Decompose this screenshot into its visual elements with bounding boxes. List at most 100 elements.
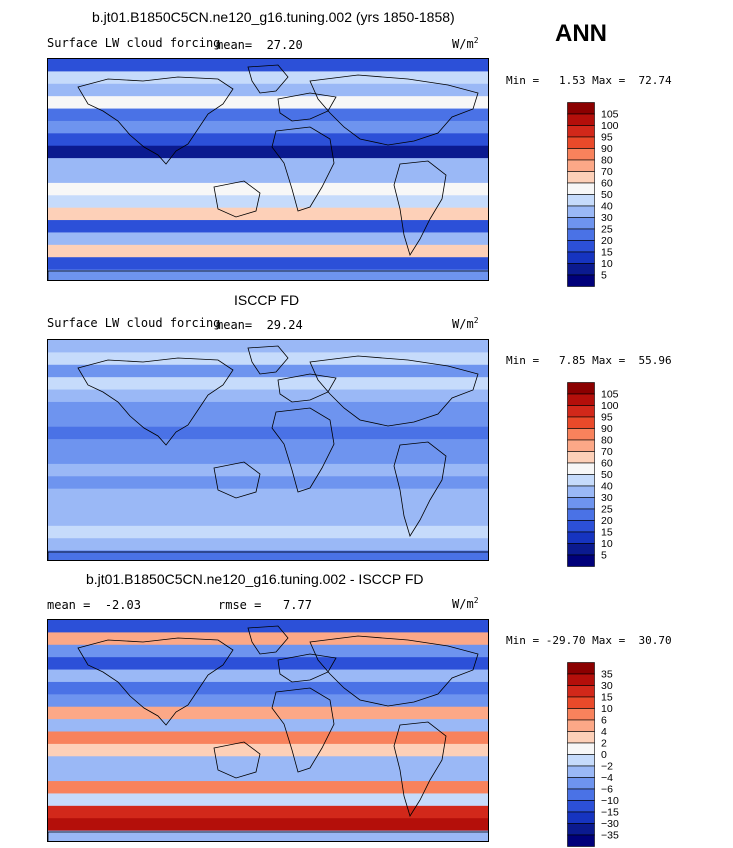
latitude-band xyxy=(48,401,488,415)
latitude-band xyxy=(48,207,488,221)
latitude-band xyxy=(48,170,488,184)
colorbar-tick-label: 95 xyxy=(601,412,613,424)
colorbar-swatch xyxy=(567,240,595,253)
panel3-colorbar: 35 30 15 10 6 4 2 0 −2 −4 −6 −10 −15 −30 −35 xyxy=(567,662,637,848)
panel3-rmse-text: rmse = xyxy=(218,598,262,612)
panel2-mean-value: 29.24 xyxy=(266,318,303,332)
latitude-band xyxy=(48,145,488,159)
latitude-band xyxy=(48,133,488,147)
latitude-band xyxy=(48,83,488,97)
colorbar-tick-label: 2 xyxy=(601,738,607,750)
latitude-band xyxy=(48,719,488,733)
colorbar-tick-label: 5 xyxy=(601,270,607,282)
panel1-max-value: 72.74 xyxy=(638,74,672,87)
colorbar-swatch xyxy=(567,205,595,218)
latitude-band xyxy=(48,108,488,122)
latitude-band xyxy=(48,805,488,819)
colorbar-swatch xyxy=(567,731,595,744)
colorbar-swatch xyxy=(567,520,595,533)
latitude-band xyxy=(48,476,488,490)
colorbar-tick-label: 100 xyxy=(601,400,619,412)
panel3-title: b.jt01.B1850C5CN.ne120_g16.tuning.002 - … xyxy=(86,571,424,587)
panel2-colorbar: 105 100 95 90 80 70 60 50 40 30 25 20 15 10 5 xyxy=(567,382,637,568)
asia-outline xyxy=(309,635,479,707)
colorbar-swatch xyxy=(567,788,595,801)
panel2-max-label: Max = xyxy=(592,354,626,367)
latitude-band xyxy=(48,830,488,841)
latitude-band xyxy=(48,389,488,403)
latitude-band xyxy=(48,488,488,502)
latitude-band xyxy=(48,768,488,782)
panel2-mean-text: mean= xyxy=(216,318,253,332)
latitude-band xyxy=(48,182,488,196)
latitude-band xyxy=(48,681,488,695)
colorbar-tick-label: 105 xyxy=(601,389,619,401)
panel3-mean-label: mean = -2.03 xyxy=(47,598,141,612)
latitude-band xyxy=(48,439,488,453)
panel2-title: ISCCP FD xyxy=(234,292,300,308)
colorbar-tick-label: 6 xyxy=(601,715,607,727)
australia-outline xyxy=(213,741,261,779)
colorbar-swatch xyxy=(567,497,595,510)
panel3-units-text: W/m xyxy=(452,597,474,611)
colorbar-swatch xyxy=(567,765,595,778)
panel1-mean-label: mean= 27.20 xyxy=(216,38,303,52)
colorbar-swatch xyxy=(567,136,595,149)
colorbar-swatch xyxy=(567,228,595,241)
europe-outline xyxy=(277,92,337,122)
south-america-outline xyxy=(393,160,447,256)
colorbar-swatch xyxy=(567,800,595,813)
colorbar-tick-label: 80 xyxy=(601,155,613,167)
colorbar-swatch xyxy=(567,554,595,567)
colorbar-swatch xyxy=(567,742,595,755)
panel1-min-value: 1.53 xyxy=(559,74,586,87)
colorbar-swatch xyxy=(567,462,595,475)
panel3-rmse-label: rmse = 7.77 xyxy=(218,598,312,612)
colorbar-tick-label: 40 xyxy=(601,481,613,493)
map-field-svg xyxy=(48,59,488,280)
colorbar-tick-label: 10 xyxy=(601,258,613,270)
panel1-mean-value: 27.20 xyxy=(266,38,303,52)
colorbar-tick-label: 20 xyxy=(601,235,613,247)
colorbar-swatch xyxy=(567,696,595,709)
colorbar-tick-label: −35 xyxy=(601,830,619,842)
colorbar-tick-label: 50 xyxy=(601,189,613,201)
latitude-band xyxy=(48,414,488,428)
colorbar-swatch xyxy=(567,439,595,452)
colorbar-swatch xyxy=(567,754,595,767)
panel3-rmse-value: 7.77 xyxy=(283,598,312,612)
colorbar-swatch xyxy=(567,685,595,698)
panel2-units-exp: 2 xyxy=(473,316,479,325)
latitude-band xyxy=(48,269,488,280)
latitude-band xyxy=(48,538,488,552)
latitude-band xyxy=(48,426,488,440)
colorbar-tick-label: 105 xyxy=(601,109,619,121)
panel3-min-label: Min = xyxy=(506,634,540,647)
panel1-minmax: Min = 1.53 Max = 72.74 xyxy=(506,74,672,87)
colorbar-swatch xyxy=(567,125,595,138)
colorbar-swatch xyxy=(567,708,595,721)
greenland-outline xyxy=(247,625,289,655)
colorbar-swatch xyxy=(567,508,595,521)
colorbar-swatch xyxy=(567,531,595,544)
colorbar-swatch xyxy=(567,543,595,556)
north-america-outline xyxy=(77,637,234,726)
colorbar-tick-label: 90 xyxy=(601,143,613,155)
colorbar-tick-label: 25 xyxy=(601,504,613,516)
colorbar-tick-label: 90 xyxy=(601,423,613,435)
panel3-minmax: Min = -29.70 Max = 30.70 xyxy=(506,634,672,647)
colorbar-swatch xyxy=(567,171,595,184)
colorbar-tick-label: 15 xyxy=(601,692,613,704)
panel1-mean-text: mean= xyxy=(216,38,253,52)
colorbar-swatch xyxy=(567,274,595,287)
panel2-mean-label: mean= 29.24 xyxy=(216,318,303,332)
panel1-units-text: W/m xyxy=(452,37,474,51)
australia-outline xyxy=(213,461,261,499)
latitude-band xyxy=(48,257,488,271)
latitude-band xyxy=(48,793,488,807)
latitude-band xyxy=(48,781,488,795)
colorbar-swatch xyxy=(567,416,595,429)
map-field-svg xyxy=(48,620,488,841)
latitude-band xyxy=(48,364,488,378)
